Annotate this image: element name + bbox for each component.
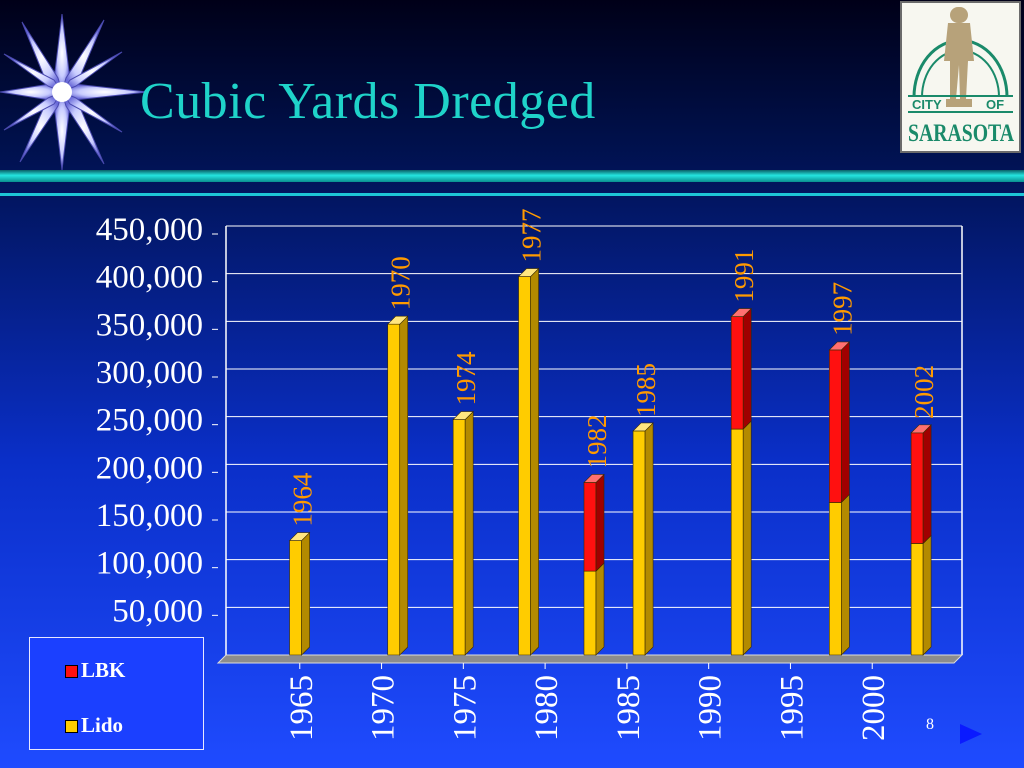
x-tick-label: 1975: [447, 675, 483, 741]
bar-lbk-side: [595, 473, 605, 572]
bar-lido-side: [301, 531, 310, 656]
legend-item-lbk: LBK: [65, 658, 126, 683]
bar-year-label: 2002: [909, 365, 939, 419]
bar-lbk-top: [583, 474, 605, 483]
chart-legend: LBK Lido: [29, 637, 204, 750]
legend-swatch-lbk: [65, 665, 78, 678]
title-divider-thin: [0, 193, 1024, 196]
x-tick-label: 1990: [693, 675, 729, 741]
title-divider: [0, 170, 1024, 182]
bar-lido-top: [517, 268, 540, 277]
bar-lido-side: [742, 420, 752, 656]
bar-year-label: 1982: [582, 414, 612, 468]
page-number: 8: [926, 716, 934, 733]
x-tick-label: 1970: [366, 675, 402, 741]
bar-lido-side: [399, 315, 409, 656]
logo-name-text: SARASOTA: [908, 120, 1014, 147]
bar-lido: [632, 430, 646, 656]
y-tick-label: 400,000: [96, 260, 203, 296]
bar-lido-top: [288, 532, 311, 541]
city-logo: CITY OF SARASOTA: [900, 1, 1021, 153]
y-tick-label: 350,000: [96, 307, 203, 343]
bar-lido: [829, 502, 842, 656]
plot-floor: [216, 654, 964, 664]
x-tick-label: 1965: [284, 675, 320, 741]
bar-lido: [452, 419, 466, 656]
bar-year-label: 1991: [729, 249, 759, 303]
x-tick-label: 1985: [611, 675, 647, 741]
y-tick-label: 50,000: [112, 593, 203, 629]
chart-bars: [288, 267, 932, 656]
bar-year-label: 1964: [288, 472, 318, 527]
bar-year-label: 1970: [386, 256, 416, 310]
y-tick-label: 100,000: [96, 546, 203, 582]
bar-year-label: 1977: [517, 209, 547, 263]
starburst-icon: [0, 13, 148, 171]
bar-lido-side: [595, 562, 605, 656]
bar-lido-top: [452, 411, 474, 420]
chart-axes: 50,000 100,000 150,000 200,000 250,000 300,00…: [96, 212, 964, 741]
legend-swatch-lido: [65, 720, 78, 733]
bar-lido-side: [464, 410, 474, 656]
slide-title: Cubic Yards Dredged: [140, 73, 596, 130]
bar-lido-top: [632, 422, 654, 432]
bar-lbk-side: [841, 341, 850, 504]
bar-lido: [518, 276, 531, 656]
bar-lido: [910, 543, 924, 656]
next-slide-arrow-icon[interactable]: [960, 724, 982, 744]
bar-lbk-top: [828, 341, 851, 351]
y-tick-label: 450,000: [96, 212, 203, 248]
logo-of-text: OF: [986, 97, 1004, 112]
bar-lido: [387, 323, 401, 656]
bar-lido-side: [644, 422, 654, 656]
bar-lido: [583, 570, 597, 656]
y-tick-label: 250,000: [96, 403, 203, 439]
bar-lido-side: [841, 493, 850, 656]
chart-bar-labels: 1964 1970 1974 1977 1982 1985 1991 1997 2002: [288, 209, 940, 527]
bar-lbk-side: [922, 424, 932, 545]
y-tick-label: 150,000: [96, 498, 203, 534]
bar-lbk-top: [730, 308, 752, 317]
bar-lido-side: [922, 534, 932, 656]
x-tick-label: 1980: [529, 675, 565, 741]
legend-item-lido: Lido: [65, 713, 124, 738]
logo-city-text: CITY: [912, 97, 942, 112]
bar-lbk: [910, 432, 924, 544]
bar-year-label: 1974: [451, 351, 481, 406]
bar-lbk-side: [742, 307, 752, 430]
legend-label-lido: Lido: [81, 713, 124, 737]
bar-lbk: [583, 482, 597, 572]
y-tick-label: 200,000: [96, 450, 203, 486]
bar-lido-side: [530, 267, 539, 656]
bar-year-label: 1985: [631, 363, 661, 417]
legend-label-lbk: LBK: [81, 658, 126, 682]
bar-year-label: 1997: [827, 282, 857, 336]
bar-lido-top: [387, 315, 409, 325]
bar-lbk: [730, 316, 744, 430]
bar-lbk-top: [910, 424, 932, 434]
city-seal-icon: CITY OF SARASOTA: [908, 7, 1014, 147]
y-tick-label: 300,000: [96, 355, 203, 391]
bar-lido: [289, 540, 302, 656]
bar-lido: [730, 428, 744, 656]
x-tick-label: 1995: [774, 675, 810, 741]
x-tick-label: 2000: [856, 675, 892, 741]
bar-lbk: [829, 349, 842, 503]
